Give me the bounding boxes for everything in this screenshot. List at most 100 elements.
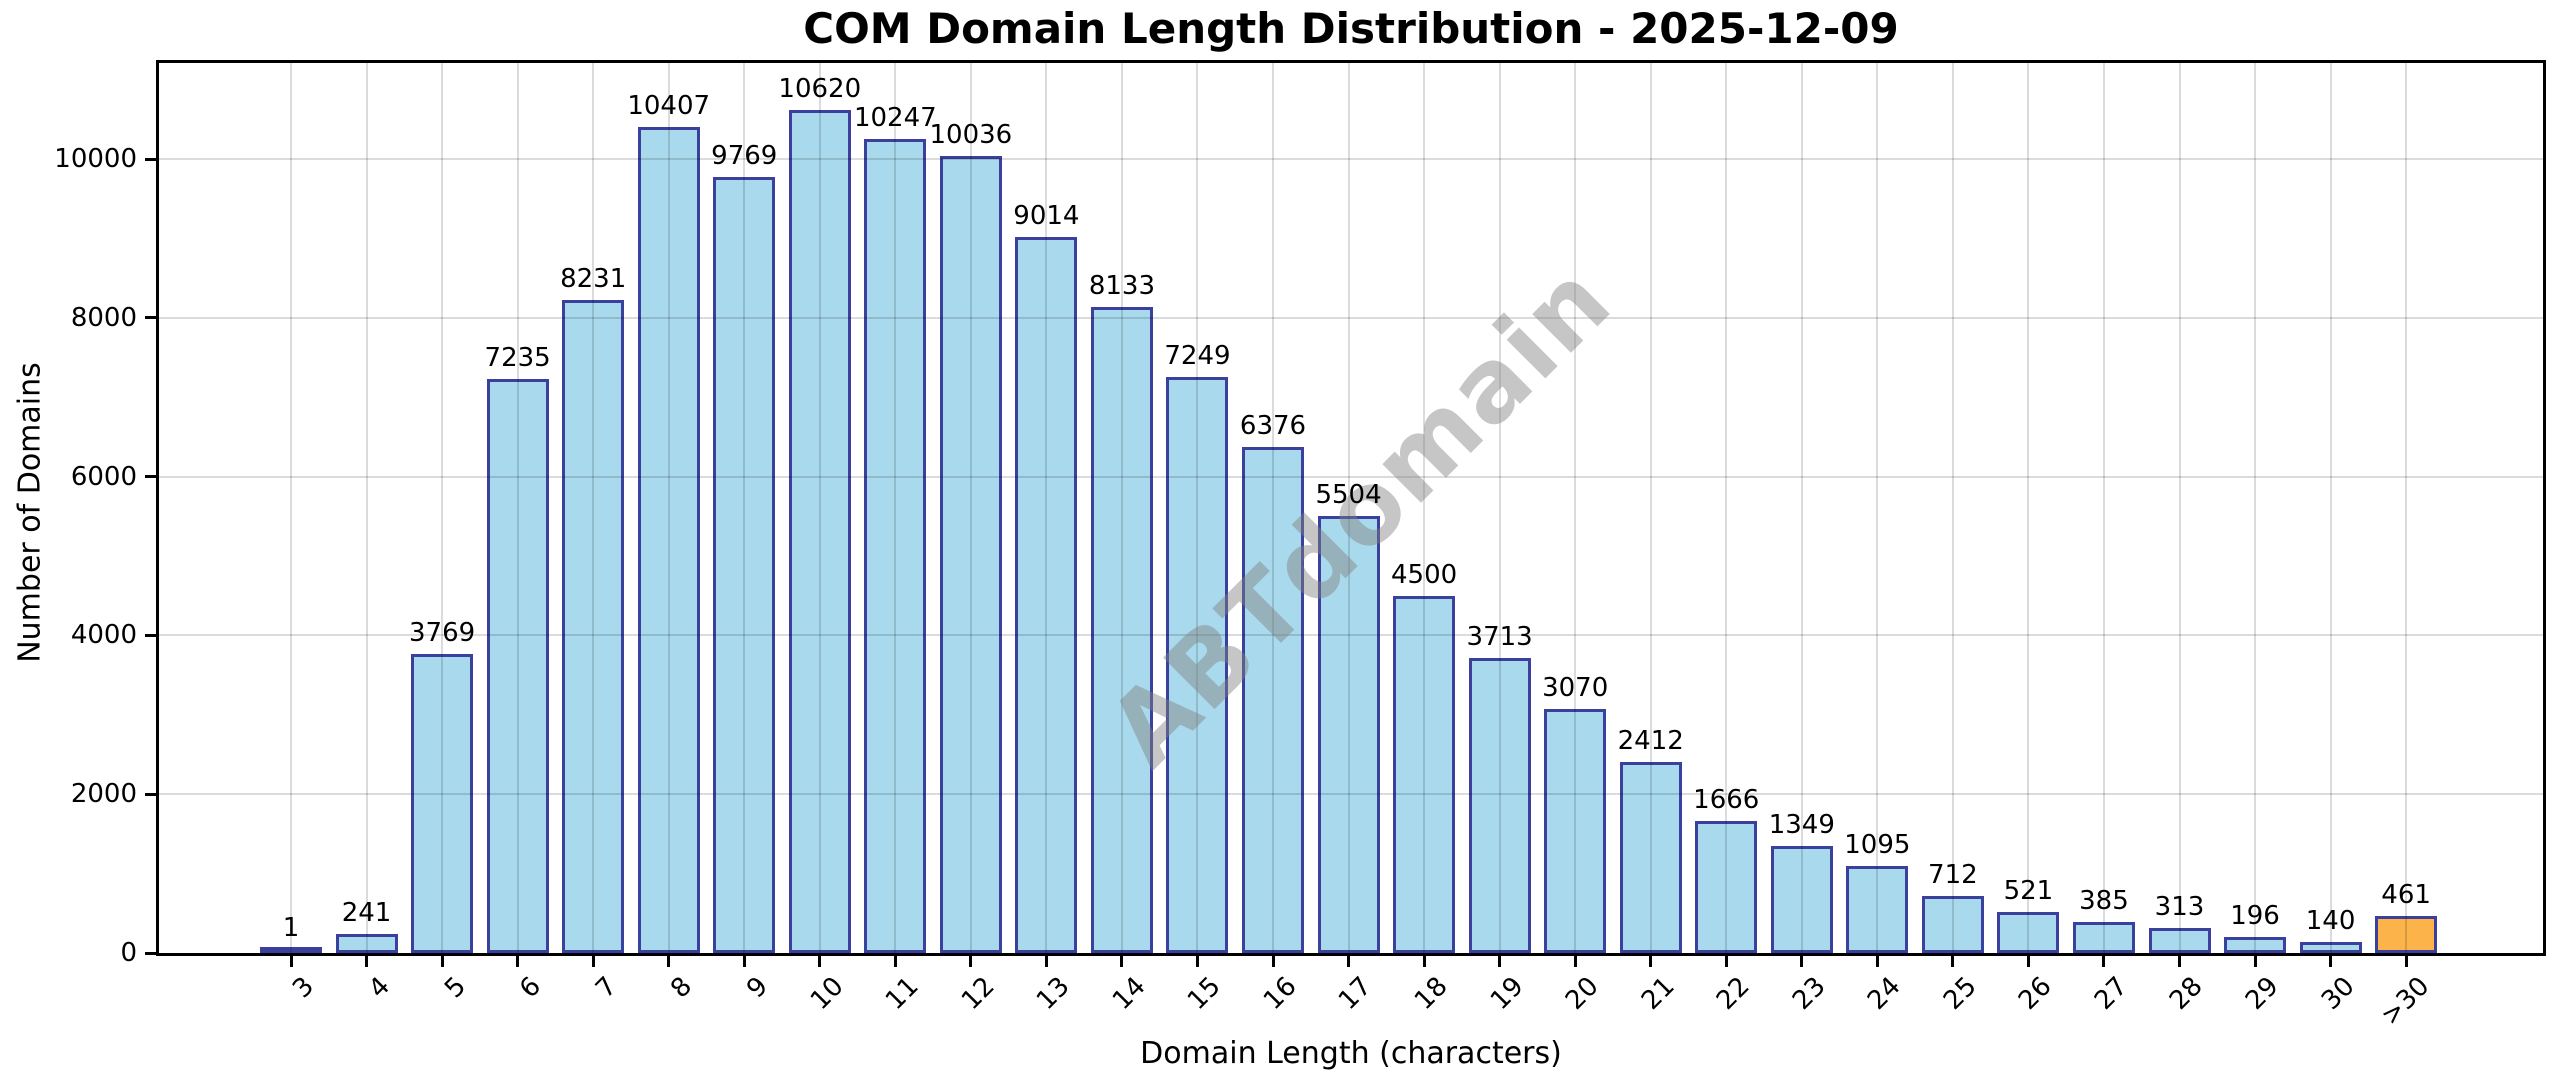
v-gridline xyxy=(2254,63,2257,953)
x-tick-mark xyxy=(2026,956,2030,967)
v-gridline xyxy=(592,63,595,953)
x-tick-mark xyxy=(1800,956,1804,967)
x-tick-mark xyxy=(1195,956,1199,967)
x-tick-mark xyxy=(2329,956,2333,967)
bar xyxy=(1090,307,1153,953)
x-tick-mark xyxy=(1422,956,1426,967)
v-gridline xyxy=(667,63,670,953)
x-tick-label: 26 xyxy=(2013,971,2058,1016)
v-gridline xyxy=(290,63,292,953)
x-tick-mark xyxy=(742,956,746,967)
v-gridline xyxy=(1423,63,1426,953)
bar xyxy=(2148,928,2211,953)
v-gridline xyxy=(516,63,519,953)
x-tick-mark xyxy=(969,956,973,967)
x-tick-label: 10 xyxy=(804,971,850,1016)
y-tick-label: 10000 xyxy=(54,144,137,175)
y-tick-mark xyxy=(145,633,156,637)
y-tick-mark xyxy=(145,475,156,479)
bar xyxy=(1544,709,1607,953)
bar-value-label: 3070 xyxy=(1542,673,1609,704)
v-gridline xyxy=(2027,63,2030,953)
x-tick-label: 4 xyxy=(363,971,397,1005)
x-tick-label: >30 xyxy=(2375,971,2436,1032)
x-tick-mark xyxy=(1271,956,1275,967)
bar xyxy=(1921,896,1984,953)
v-gridline xyxy=(1272,63,1275,953)
bar xyxy=(2299,941,2362,953)
bar-value-label: 10407 xyxy=(627,90,711,121)
x-tick-mark xyxy=(1649,956,1653,967)
bar xyxy=(2072,922,2135,953)
y-tick-mark xyxy=(145,951,156,955)
bar xyxy=(1846,866,1909,953)
plot-area: ABTdomain xyxy=(156,60,2546,956)
v-gridline xyxy=(441,63,444,953)
bar-value-label: 3769 xyxy=(408,617,476,648)
x-tick-mark xyxy=(2404,956,2408,967)
bar-value-label: 313 xyxy=(2154,892,2205,923)
bar-value-label: 1095 xyxy=(1844,830,1911,861)
x-tick-label: 23 xyxy=(1786,971,1832,1016)
x-tick-mark xyxy=(818,956,822,967)
bar xyxy=(1619,761,1682,953)
x-tick-mark xyxy=(1573,956,1577,967)
bar xyxy=(1166,377,1229,953)
y-tick-label: 0 xyxy=(120,938,137,968)
x-tick-mark xyxy=(289,956,293,967)
x-tick-mark xyxy=(1875,956,1879,967)
v-gridline xyxy=(1498,63,1501,953)
bar-value-label: 9014 xyxy=(1013,201,1080,232)
bar xyxy=(1770,845,1833,953)
x-tick-label: 27 xyxy=(2088,971,2134,1016)
bar xyxy=(1695,820,1758,953)
bar-value-label: 1 xyxy=(282,913,300,943)
bar xyxy=(1997,911,2060,953)
bar-value-label: 1349 xyxy=(1768,809,1835,840)
x-tick-mark xyxy=(1498,956,1502,967)
x-tick-label: 12 xyxy=(955,971,1001,1016)
bar xyxy=(486,378,549,953)
bar-value-label: 5504 xyxy=(1315,480,1382,511)
bar-value-label: 4500 xyxy=(1391,559,1458,590)
y-tick-mark xyxy=(145,157,156,161)
v-gridline xyxy=(1120,63,1123,953)
x-tick-mark xyxy=(2102,956,2106,967)
x-tick-label: 9 xyxy=(740,971,774,1005)
bar xyxy=(1393,595,1456,953)
y-tick-label: 8000 xyxy=(70,302,137,333)
bar-value-label: 10247 xyxy=(853,103,937,134)
v-gridline xyxy=(1045,63,1048,953)
x-tick-mark xyxy=(1120,956,1124,967)
bar-value-label: 10620 xyxy=(778,73,862,104)
x-tick-label: 24 xyxy=(1862,971,1907,1016)
bar-value-label: 8133 xyxy=(1088,271,1156,302)
y-tick-label: 6000 xyxy=(70,461,137,492)
v-gridline xyxy=(365,63,368,953)
bar-value-label: 521 xyxy=(2003,875,2054,906)
v-gridline xyxy=(2405,63,2408,953)
bar-value-label: 140 xyxy=(2305,905,2356,936)
v-gridline xyxy=(969,63,972,953)
bar xyxy=(562,299,625,953)
y-tick-mark xyxy=(145,792,156,796)
bar xyxy=(1317,516,1380,953)
x-tick-mark xyxy=(440,956,444,967)
v-gridline xyxy=(2178,63,2181,953)
h-gridline xyxy=(159,634,2543,637)
x-tick-label: 7 xyxy=(589,971,623,1005)
x-tick-mark xyxy=(1347,956,1351,967)
x-tick-label: 25 xyxy=(1937,971,1983,1016)
bar xyxy=(2375,916,2438,953)
x-tick-mark xyxy=(365,956,369,967)
bar-value-label: 10036 xyxy=(929,120,1013,151)
x-tick-label: 19 xyxy=(1484,971,1530,1016)
bar-value-label: 7235 xyxy=(484,342,551,373)
bar xyxy=(260,947,322,953)
x-tick-label: 15 xyxy=(1182,971,1227,1016)
v-gridline xyxy=(818,63,821,953)
x-tick-label: 22 xyxy=(1711,971,1756,1016)
x-tick-label: 21 xyxy=(1635,971,1681,1016)
v-gridline xyxy=(1196,63,1199,953)
